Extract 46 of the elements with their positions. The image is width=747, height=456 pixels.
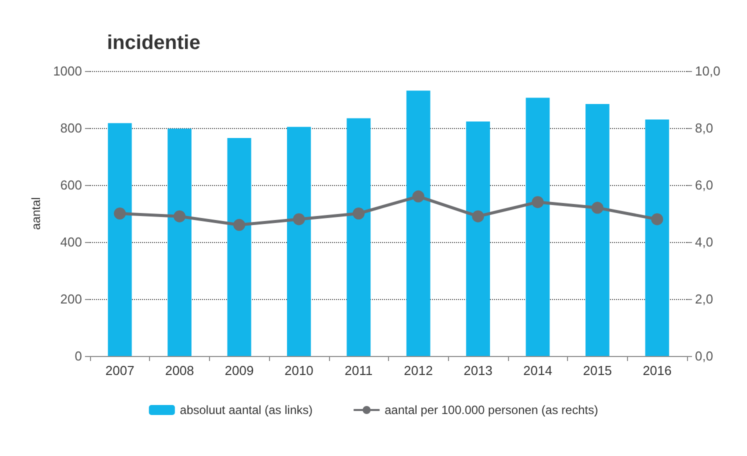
legend-label: aantal per 100.000 personen (as rechts) [384, 403, 598, 417]
y-tick-label: 0 [74, 348, 82, 364]
y2-tick-label: 4,0 [695, 234, 714, 250]
x-tick-label: 2010 [284, 363, 314, 378]
bar [406, 90, 430, 356]
bar [168, 128, 192, 356]
point [292, 213, 305, 226]
y-axis-title: aantal [29, 197, 44, 230]
y-tick-label: 400 [60, 234, 82, 250]
y2-tick-label: 8,0 [695, 120, 714, 136]
chart-title: incidentie [107, 32, 200, 54]
point [174, 210, 186, 222]
x-tick-label: 2012 [404, 363, 433, 378]
y-tick-label: 600 [60, 178, 82, 192]
y2-tick-label: 6,0 [695, 178, 714, 192]
y-tick-label: 800 [60, 120, 82, 136]
y-tick-label: 200 [60, 292, 82, 306]
bar [466, 121, 490, 356]
x-tick-label: 2011 [344, 363, 373, 378]
point [591, 202, 604, 214]
x-tick-label: 2013 [464, 363, 493, 378]
point [472, 210, 484, 222]
x-tick-label: 2008 [165, 363, 194, 378]
y2-tick-label: 2,0 [695, 292, 714, 306]
bar [227, 138, 252, 356]
legend-label: absoluut aantal (as links) [180, 403, 313, 417]
x-tick-label: 2016 [642, 363, 672, 378]
point [352, 208, 365, 220]
y-tick-label: 1000 [53, 64, 82, 78]
bar [108, 123, 132, 356]
x-tick-label: 2014 [523, 363, 552, 378]
bar [645, 119, 670, 356]
x-tick-label: 2007 [105, 363, 134, 378]
y2-tick-label: 0,0 [695, 348, 714, 364]
bar [526, 98, 550, 356]
bar [346, 118, 371, 356]
x-tick-label: 2009 [224, 363, 254, 378]
point [114, 208, 126, 220]
bar [586, 104, 610, 356]
bar [287, 126, 311, 356]
y2-tick-label: 10,0 [695, 64, 720, 78]
point [651, 213, 664, 226]
point [412, 190, 424, 202]
point [532, 196, 544, 208]
point [233, 218, 246, 231]
x-tick-label: 2015 [582, 363, 612, 378]
